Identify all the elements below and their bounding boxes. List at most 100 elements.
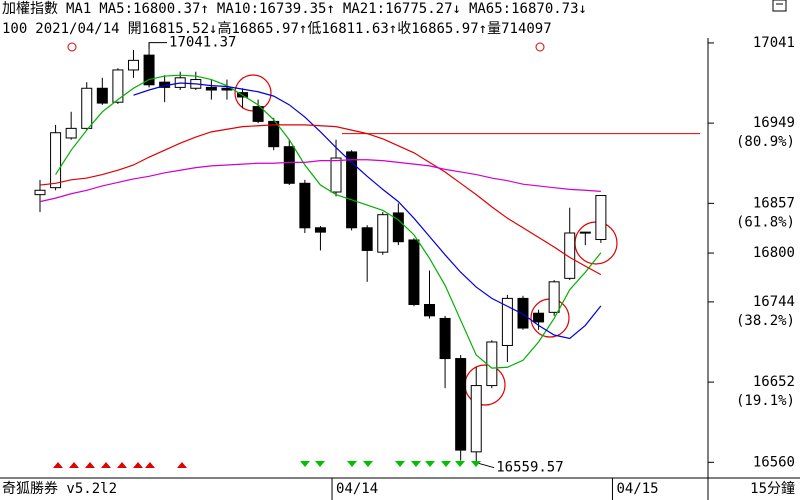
header-text: 16775.27 <box>385 1 452 17</box>
signal-down <box>455 461 465 467</box>
candle-body <box>65 127 77 139</box>
header-text: 16815.52 <box>142 21 209 37</box>
header-text: MA65: <box>469 1 511 17</box>
header-text: 收 <box>397 21 411 37</box>
low-pointer <box>476 462 495 469</box>
y-tick-label: 16949 <box>753 115 795 131</box>
software-label: 奇狐勝券 v5.2l2 <box>2 480 117 497</box>
signal-up <box>69 462 79 468</box>
header-text: ↓ <box>453 1 461 17</box>
header-text: MA5: <box>99 1 133 17</box>
y-tick-label: 16800 <box>753 245 795 261</box>
candle-body <box>221 87 233 91</box>
header-text: ↑ <box>389 21 397 37</box>
signal-down <box>441 461 451 467</box>
candle-body <box>283 146 295 184</box>
y-tick-note: (38.2%) <box>736 313 795 329</box>
signal-up <box>53 462 63 468</box>
candle-body <box>361 227 373 251</box>
ma-line <box>39 124 602 276</box>
x-tick-label: 04/15 <box>616 481 658 497</box>
signal-up <box>85 462 95 468</box>
candle-body <box>143 54 155 86</box>
header-text: 16865.97 <box>231 21 298 37</box>
candle-body <box>81 87 93 129</box>
signal-down <box>411 461 421 467</box>
header-text: 16800.37 <box>133 1 200 17</box>
header-text: 16865.97 <box>411 21 478 37</box>
candle-body <box>595 195 607 241</box>
candle-body <box>408 239 420 305</box>
header-text: MA21: <box>343 1 385 17</box>
signal-up <box>101 462 111 468</box>
signal-down <box>363 461 373 467</box>
header-text: 100 <box>2 21 27 37</box>
header-text: ↑ <box>479 21 487 37</box>
signal-up <box>133 462 143 468</box>
candle-body <box>299 182 311 229</box>
candle-body <box>579 231 591 234</box>
candle-body <box>424 303 435 317</box>
candle-body <box>486 341 498 387</box>
y-tick-label: 16857 <box>753 195 795 211</box>
header-text: MA1 <box>66 1 91 17</box>
signal-down <box>315 461 325 467</box>
candle-body <box>112 69 124 103</box>
candle-body <box>346 151 358 229</box>
y-tick-label: 17041 <box>753 35 795 51</box>
candle-body <box>548 281 560 313</box>
header-text: 加權指數 <box>2 1 58 17</box>
high-label: 17041.37 <box>169 35 236 51</box>
signal-down <box>425 461 435 467</box>
ma-line <box>55 74 602 369</box>
candle-body <box>127 59 139 71</box>
y-tick-label: 16744 <box>753 294 795 310</box>
candle-body <box>439 317 451 360</box>
header-text: ↑ <box>299 21 307 37</box>
header-text: 2021/04/14 <box>35 21 119 37</box>
header-text: 16870.73 <box>511 1 578 17</box>
candle-body <box>330 157 342 193</box>
candle-body <box>517 297 529 329</box>
candle-body <box>314 227 326 233</box>
header-text: 開 <box>128 21 142 37</box>
candle-body <box>501 297 513 346</box>
header-text: 量 <box>487 21 501 37</box>
high-pointer <box>148 42 168 49</box>
low-label: 16559.57 <box>496 460 563 476</box>
candle-body <box>205 86 217 91</box>
candle-body <box>470 385 482 453</box>
y-tick-note: (80.9%) <box>736 134 795 150</box>
header-text: 714097 <box>501 21 552 37</box>
candle-body <box>252 106 264 122</box>
candle-body <box>392 212 404 243</box>
header-text: ↑ <box>200 1 208 17</box>
ma-line <box>133 82 602 340</box>
candle-body <box>50 132 62 189</box>
candle-body <box>455 358 467 451</box>
header-text: ↓ <box>209 21 217 37</box>
marker-dot <box>535 42 545 52</box>
signal-down <box>347 461 357 467</box>
signal-up <box>145 462 155 468</box>
candle-body <box>268 120 280 148</box>
candle-body <box>533 312 545 323</box>
candle-body <box>377 214 389 253</box>
header-text: ↓ <box>579 1 587 17</box>
x-tick-label: 04/14 <box>336 481 378 497</box>
signal-down <box>395 461 405 467</box>
header-text: ↑ <box>326 1 334 17</box>
header-text: 16739.35 <box>259 1 326 17</box>
y-tick-note: (19.1%) <box>736 393 795 409</box>
y-tick-label: 16560 <box>753 454 795 470</box>
candle-body <box>96 87 108 104</box>
window-icon[interactable] <box>772 0 787 12</box>
header-text: MA10: <box>217 1 259 17</box>
marker-dot <box>67 42 77 52</box>
signal-up <box>177 462 187 468</box>
header-text: 高 <box>217 20 231 37</box>
signal-down <box>471 461 481 467</box>
interval-label: 15分鐘 <box>750 480 795 497</box>
